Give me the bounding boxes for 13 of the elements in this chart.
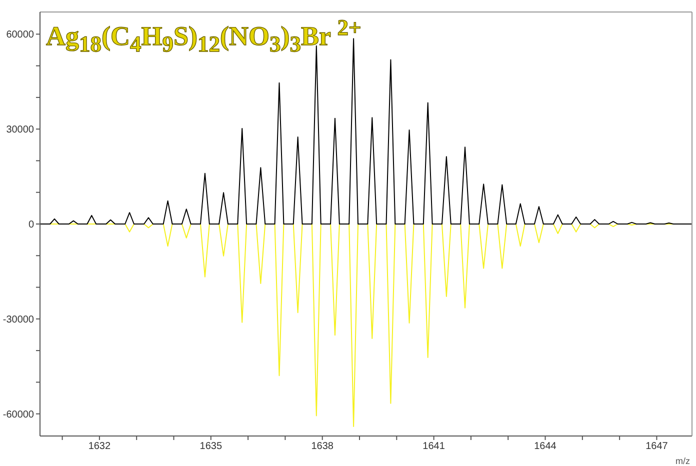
y-tick-label: 0 (28, 220, 34, 231)
x-tick-label: 1632 (88, 441, 111, 452)
x-axis-title: m/z (676, 456, 690, 466)
x-tick-label: 1647 (646, 441, 668, 452)
x-tick-label: 1635 (200, 441, 222, 452)
y-tick-label: -30000 (2, 314, 34, 326)
x-tick-label: 1641 (422, 441, 446, 452)
y-tick-label: -60000 (2, 409, 34, 420)
x-tick-label: 1644 (534, 441, 557, 452)
y-tick-label: 30000 (6, 124, 34, 136)
y-tick-label: 60000 (6, 30, 34, 41)
chart-title: Ag$_{18}$(C$_{4}$H$_{9}$S)$_{12}$(NO$_{3}$)$_{3}$Br $^{2+}$ (46, 15, 362, 56)
x-tick-label: 1638 (311, 441, 334, 452)
